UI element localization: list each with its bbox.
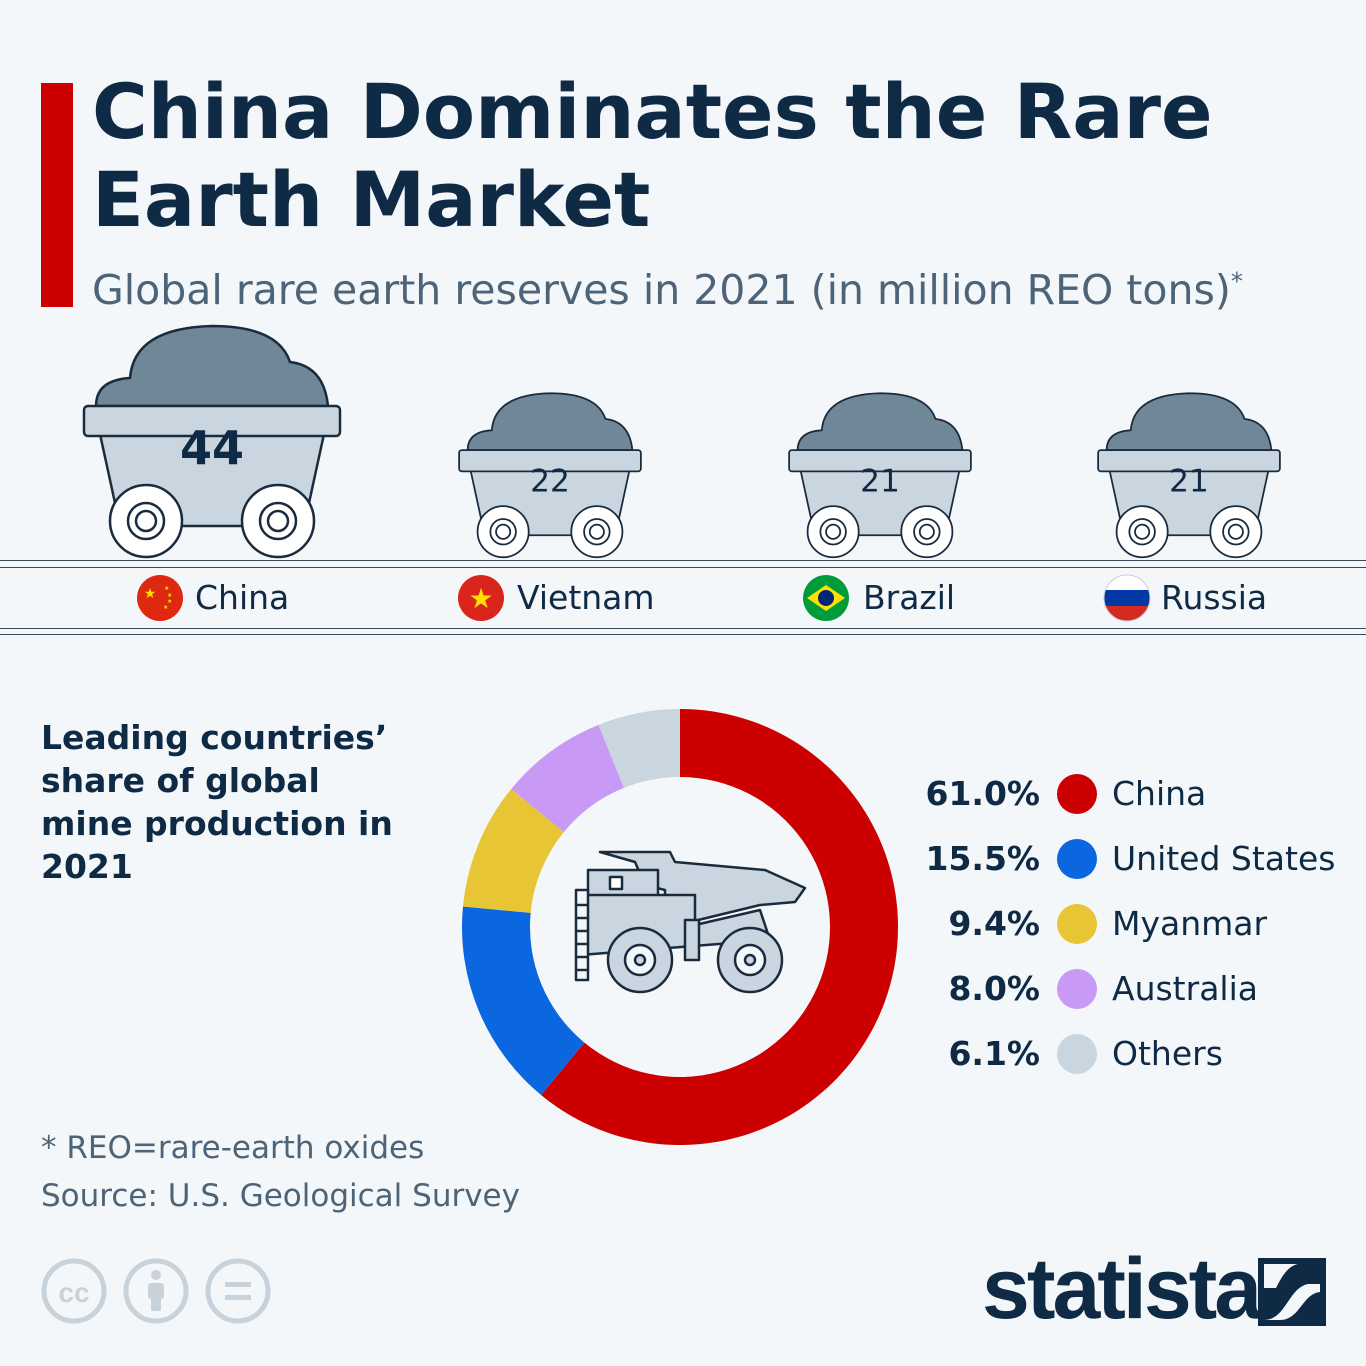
license-icons: cc — [41, 1258, 271, 1324]
source: Source: U.S. Geological Survey — [41, 1178, 520, 1214]
svg-text:cc: cc — [58, 1277, 89, 1308]
svg-text:★: ★ — [167, 598, 172, 605]
reserves-pictogram-chart: 44 22 21 21 — [82, 324, 1281, 559]
country-label-russia: Russia — [1161, 578, 1268, 617]
cart-china: 44 — [82, 324, 342, 559]
donut-slice-others — [598, 709, 680, 788]
country-label-brazil: Brazil — [863, 578, 956, 617]
svg-text:★: ★ — [163, 604, 168, 611]
legend-value-china: 61.0% — [925, 774, 1041, 813]
donut-slice-australia — [511, 724, 624, 833]
svg-text:★: ★ — [164, 585, 169, 592]
statista-logo-icon — [1258, 1258, 1326, 1326]
donut-slice-myanmar — [462, 789, 564, 913]
cart-russia: 21 — [1097, 392, 1281, 559]
legend-label-united-states: United States — [1112, 839, 1336, 878]
subtitle-footnote-mark: * — [1230, 267, 1243, 296]
cc-icon[interactable]: cc — [41, 1258, 107, 1324]
dump-truck-icon — [574, 850, 807, 994]
attribution-icon[interactable] — [123, 1258, 189, 1324]
subtitle: Global rare earth reserves in 2021 (in m… — [92, 266, 1243, 314]
legend-swatch-myanmar — [1057, 904, 1097, 944]
country-label-vietnam: Vietnam — [517, 578, 655, 617]
wheel — [900, 505, 954, 559]
donut-slice-china — [541, 709, 898, 1145]
cart-rim — [788, 449, 972, 473]
ore-pile — [466, 392, 634, 451]
legend-label-myanmar: Myanmar — [1112, 904, 1268, 943]
page-title: China Dominates the Rare Earth Market — [92, 67, 1213, 244]
legend-value-others: 6.1% — [948, 1034, 1040, 1073]
production-donut-chart — [462, 709, 898, 1145]
cart-brazil: 21 — [788, 392, 972, 559]
wheel — [570, 505, 624, 559]
svg-text:★: ★ — [167, 592, 172, 599]
statista-logo-text: statista — [982, 1241, 1262, 1337]
reserve-value-label: 22 — [530, 463, 570, 499]
legend-value-australia: 8.0% — [948, 969, 1040, 1008]
rail-bottom-2 — [0, 634, 1366, 635]
russia-flag-icon — [1103, 574, 1151, 622]
rail-top-2 — [0, 567, 1366, 568]
svg-text:★: ★ — [468, 582, 493, 615]
wheel — [108, 483, 184, 559]
brazil-flag-icon — [803, 575, 849, 621]
legend-label-others: Others — [1112, 1034, 1223, 1073]
china-flag-icon: ★ ★★★★ — [137, 575, 183, 621]
legend-label-china: China — [1112, 774, 1207, 813]
wheel — [1115, 505, 1169, 559]
legend-swatch-australia — [1057, 969, 1097, 1009]
legend-swatch-others — [1057, 1034, 1097, 1074]
wheel — [806, 505, 860, 559]
cart-rim — [82, 404, 342, 438]
country-label-china: China — [195, 578, 290, 617]
cart-rim — [458, 449, 642, 473]
cart-vietnam: 22 — [458, 392, 642, 559]
legend-value-myanmar: 9.4% — [948, 904, 1040, 943]
ore-pile — [94, 324, 330, 408]
cart-rim — [1097, 449, 1281, 473]
footnote: * REO=rare-earth oxides — [41, 1130, 425, 1166]
reserve-value-label: 21 — [860, 463, 900, 499]
vietnam-flag-icon: ★ — [458, 575, 504, 621]
rail-top-1 — [0, 560, 1366, 561]
legend-swatch-united-states — [1057, 839, 1097, 879]
no-derivatives-icon[interactable] — [205, 1258, 271, 1324]
reserve-value-label: 21 — [1169, 463, 1209, 499]
wheel — [476, 505, 530, 559]
svg-text:★: ★ — [144, 586, 157, 602]
wheel — [1209, 505, 1263, 559]
reserve-value-label: 44 — [180, 421, 244, 475]
rail-bottom-1 — [0, 628, 1366, 629]
legend-swatch-china — [1057, 774, 1097, 814]
donut-slice-united-states — [462, 906, 585, 1095]
wheel — [240, 483, 316, 559]
donut-title: Leading countries’ share of global mine … — [41, 718, 393, 886]
accent-bar — [41, 83, 73, 307]
flags: ★ ★★★★ ★ — [137, 574, 1151, 622]
ore-pile — [796, 392, 964, 451]
legend-label-australia: Australia — [1112, 969, 1258, 1008]
subtitle-text: Global rare earth reserves in 2021 (in m… — [92, 266, 1231, 314]
ore-pile — [1105, 392, 1273, 451]
legend-value-united-states: 15.5% — [925, 839, 1041, 878]
